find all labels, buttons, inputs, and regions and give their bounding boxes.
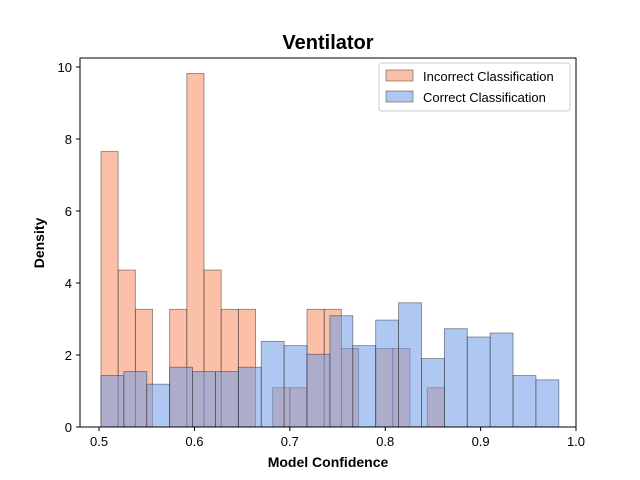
- x-tick-label: 0.7: [281, 434, 299, 449]
- histogram-bar: [306, 353, 331, 428]
- chart-title: Ventilator: [282, 32, 373, 54]
- y-tick-label: 10: [58, 60, 72, 75]
- histogram-bar: [169, 366, 193, 428]
- y-tick-label: 4: [65, 276, 72, 291]
- histogram-bar: [466, 336, 491, 428]
- y-axis-label: Density: [31, 218, 47, 269]
- histogram-bar: [329, 315, 354, 428]
- x-tick-label: 0.9: [472, 434, 490, 449]
- histogram-bar: [375, 319, 399, 428]
- legend-label: Incorrect Classification: [423, 69, 554, 84]
- x-axis-label: Model Confidence: [268, 454, 389, 470]
- x-tick-label: 1.0: [567, 434, 585, 449]
- histogram-bar: [123, 371, 148, 428]
- histogram-bar: [421, 358, 445, 428]
- histogram-bar: [215, 371, 239, 428]
- histogram-bar: [512, 375, 537, 428]
- legend-label: Correct Classification: [423, 90, 546, 105]
- histogram-bar: [352, 345, 377, 428]
- y-tick-label: 0: [65, 420, 72, 435]
- x-axis-ticks: 0.5 0.6 0.7 0.8 0.9 1.0: [90, 427, 585, 449]
- x-tick-label: 0.8: [376, 434, 394, 449]
- axes-frame: [79, 57, 577, 428]
- y-tick-label: 2: [65, 348, 72, 363]
- histogram-bar: [100, 375, 125, 428]
- histogram-bar: [398, 302, 422, 428]
- series-2: [100, 302, 560, 428]
- legend-swatch: [385, 69, 414, 82]
- x-tick-label: 0.5: [90, 434, 108, 449]
- histogram-bar: [146, 383, 171, 428]
- plot-area: [79, 57, 577, 428]
- legend-swatch: [385, 90, 414, 103]
- legend-box: [378, 62, 571, 112]
- y-axis-ticks: 0 2 4 6 8 10: [58, 60, 80, 435]
- legend: Incorrect Classification Correct Classifi…: [378, 62, 571, 112]
- histogram-bar: [237, 366, 262, 428]
- y-tick-label: 8: [65, 132, 72, 147]
- x-tick-label: 0.6: [185, 434, 203, 449]
- histogram-bar: [192, 371, 216, 428]
- histogram-bar: [489, 332, 514, 428]
- y-tick-label: 6: [65, 204, 72, 219]
- histogram-bar: [260, 340, 285, 428]
- histogram-bar: [443, 328, 468, 428]
- histogram-bar: [535, 379, 560, 428]
- histogram-bar: [283, 345, 308, 428]
